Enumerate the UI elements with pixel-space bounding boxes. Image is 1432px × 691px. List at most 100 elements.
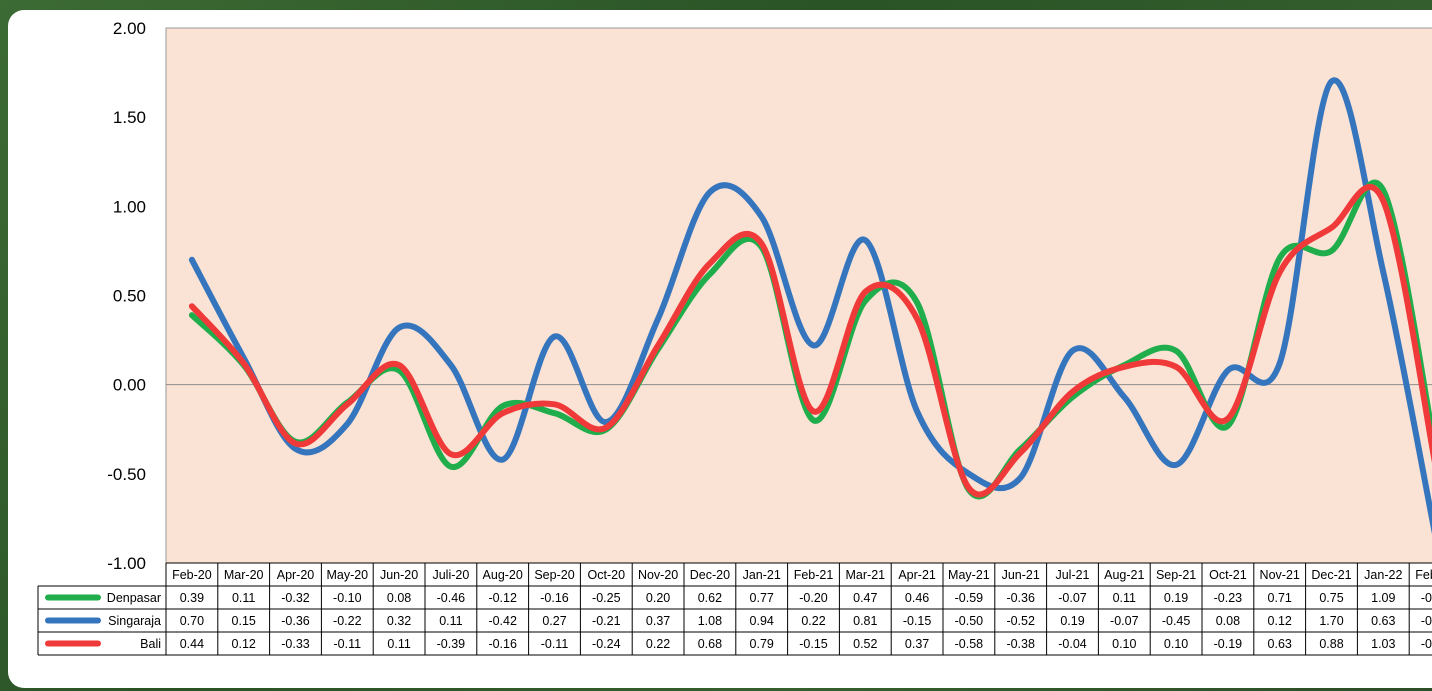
data-label: 0.70 [180, 614, 204, 628]
data-label: -0.59 [955, 591, 984, 605]
data-label: -0.12 [488, 591, 517, 605]
data-label: 0.22 [801, 614, 825, 628]
x-tick-label: Mar-20 [224, 568, 264, 582]
x-tick-label: Sep-20 [534, 568, 574, 582]
data-label: 0.32 [387, 614, 411, 628]
data-label: 1.09 [1371, 591, 1395, 605]
data-label: 0.94 [750, 614, 774, 628]
data-label: -0.84 [1421, 614, 1432, 628]
data-label: 0.11 [387, 637, 410, 651]
x-tick-label: Apr-21 [898, 568, 936, 582]
legend-label-singaraja: Singaraja [108, 614, 161, 628]
x-tick-label: Aug-20 [483, 568, 523, 582]
x-tick-label: Aug-21 [1104, 568, 1144, 582]
data-label: 1.08 [698, 614, 722, 628]
data-label: 0.81 [853, 614, 877, 628]
data-label: 0.71 [1268, 591, 1292, 605]
data-label: 0.27 [542, 614, 566, 628]
data-label: -0.36 [281, 614, 310, 628]
legend-label-denpasar: Denpasar [107, 591, 161, 605]
x-tick-label: Nov-21 [1260, 568, 1300, 582]
data-label: -0.04 [1058, 637, 1087, 651]
y-tick-label: 0.00 [113, 376, 146, 395]
data-label: 0.11 [232, 591, 255, 605]
x-tick-label: Feb-20 [172, 568, 212, 582]
data-label: -0.16 [488, 637, 517, 651]
x-tick-label: Jan-21 [743, 568, 781, 582]
y-tick-label: 1.00 [113, 197, 146, 216]
data-label: 0.68 [698, 637, 722, 651]
data-label: -0.11 [541, 637, 569, 651]
data-label: -0.38 [1006, 637, 1035, 651]
data-label: -0.11 [334, 637, 362, 651]
series-line-bali [188, 184, 1432, 498]
data-label: 0.11 [1113, 591, 1136, 605]
x-tick-label: Nov-20 [638, 568, 678, 582]
data-label: 0.37 [905, 637, 929, 651]
data-label: 0.63 [1371, 614, 1395, 628]
data-label: 0.20 [646, 591, 670, 605]
y-tick-label: 0.50 [113, 287, 146, 306]
data-label: -0.42 [488, 614, 517, 628]
data-label: -0.39 [437, 637, 466, 651]
x-tick-label: Feb-22 [1415, 568, 1432, 582]
data-label: 0.52 [853, 637, 877, 651]
data-label: 0.77 [750, 591, 774, 605]
data-label: -0.20 [799, 591, 828, 605]
x-tick-label: Jul-21 [1055, 568, 1089, 582]
data-label: 1.70 [1319, 614, 1343, 628]
data-label: -0.10 [333, 591, 362, 605]
x-tick-label: May-20 [326, 568, 368, 582]
data-label: 0.11 [439, 614, 462, 628]
data-label: 0.63 [1268, 637, 1292, 651]
data-label: 0.19 [1164, 591, 1188, 605]
data-label: 0.12 [232, 637, 256, 651]
x-tick-label: Jun-21 [1002, 568, 1040, 582]
data-label: -0.07 [1058, 591, 1087, 605]
data-label: 0.46 [905, 591, 929, 605]
data-label: 0.44 [180, 637, 204, 651]
x-tick-label: Jan-22 [1364, 568, 1402, 582]
data-label: 0.79 [750, 637, 774, 651]
data-label: 0.12 [1268, 614, 1292, 628]
data-label: -0.21 [592, 614, 621, 628]
x-tick-label: Sep-21 [1156, 568, 1196, 582]
y-tick-label: -1.00 [107, 554, 146, 573]
data-label: 1.03 [1371, 637, 1395, 651]
data-label: -0.50 [955, 614, 984, 628]
data-label: 0.08 [387, 591, 411, 605]
data-label: 0.39 [180, 591, 204, 605]
data-label: -0.45 [1162, 614, 1191, 628]
data-label: -0.36 [1006, 591, 1035, 605]
data-label: -0.16 [540, 591, 569, 605]
legend-label-bali: Bali [140, 637, 161, 651]
data-label: -0.07 [1110, 614, 1139, 628]
data-label: 0.19 [1060, 614, 1084, 628]
data-label: -0.44 [1421, 637, 1432, 651]
data-label: 0.75 [1319, 591, 1343, 605]
data-label: 0.37 [646, 614, 670, 628]
data-label: 0.10 [1164, 637, 1188, 651]
data-label: -0.52 [1006, 614, 1035, 628]
x-tick-label: Dec-20 [690, 568, 730, 582]
x-tick-label: Feb-21 [794, 568, 834, 582]
data-label: 0.62 [698, 591, 722, 605]
data-label: 0.88 [1319, 637, 1343, 651]
x-tick-label: May-21 [948, 568, 990, 582]
data-label: -0.33 [281, 637, 310, 651]
data-label: -0.32 [281, 591, 310, 605]
x-tick-label: Oct-21 [1209, 568, 1247, 582]
data-label: -0.23 [1214, 591, 1243, 605]
series-line-singaraja [188, 77, 1432, 535]
data-label: 0.47 [853, 591, 877, 605]
y-tick-label: 2.00 [113, 19, 146, 38]
data-label: -0.15 [903, 614, 932, 628]
data-label: 0.15 [232, 614, 256, 628]
data-label: -0.24 [592, 637, 621, 651]
x-tick-label: Jun-20 [380, 568, 418, 582]
x-tick-label: Juli-20 [432, 568, 469, 582]
x-tick-label: Oct-20 [588, 568, 626, 582]
data-label: -0.58 [955, 637, 984, 651]
data-label: -0.36 [1421, 591, 1432, 605]
